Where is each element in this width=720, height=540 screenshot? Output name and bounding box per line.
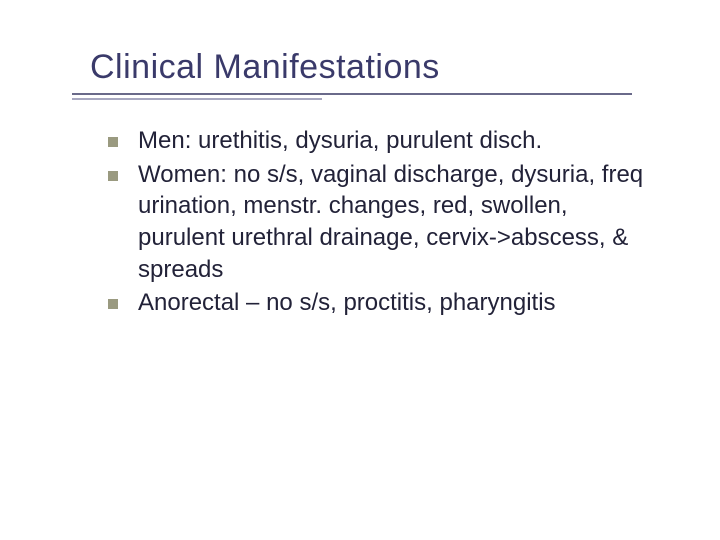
- rule-long: [72, 93, 632, 95]
- rule-short: [72, 98, 322, 100]
- slide-title: Clinical Manifestations: [90, 48, 660, 87]
- bullet-text: Women: no s/s, vaginal discharge, dysuri…: [138, 161, 643, 283]
- bullet-text: Anorectal – no s/s, proctitis, pharyngit…: [138, 289, 556, 316]
- list-item: Men: urethitis, dysuria, purulent disch.: [108, 125, 660, 157]
- list-item: Anorectal – no s/s, proctitis, pharyngit…: [108, 287, 660, 319]
- slide: Clinical Manifestations Men: urethitis, …: [0, 0, 720, 540]
- square-bullet-icon: [108, 299, 118, 309]
- title-underline: [72, 93, 660, 99]
- square-bullet-icon: [108, 171, 118, 181]
- bullet-list: Men: urethitis, dysuria, purulent disch.…: [90, 125, 660, 319]
- square-bullet-icon: [108, 137, 118, 147]
- bullet-text: Men: urethitis, dysuria, purulent disch.: [138, 127, 542, 154]
- list-item: Women: no s/s, vaginal discharge, dysuri…: [108, 159, 660, 286]
